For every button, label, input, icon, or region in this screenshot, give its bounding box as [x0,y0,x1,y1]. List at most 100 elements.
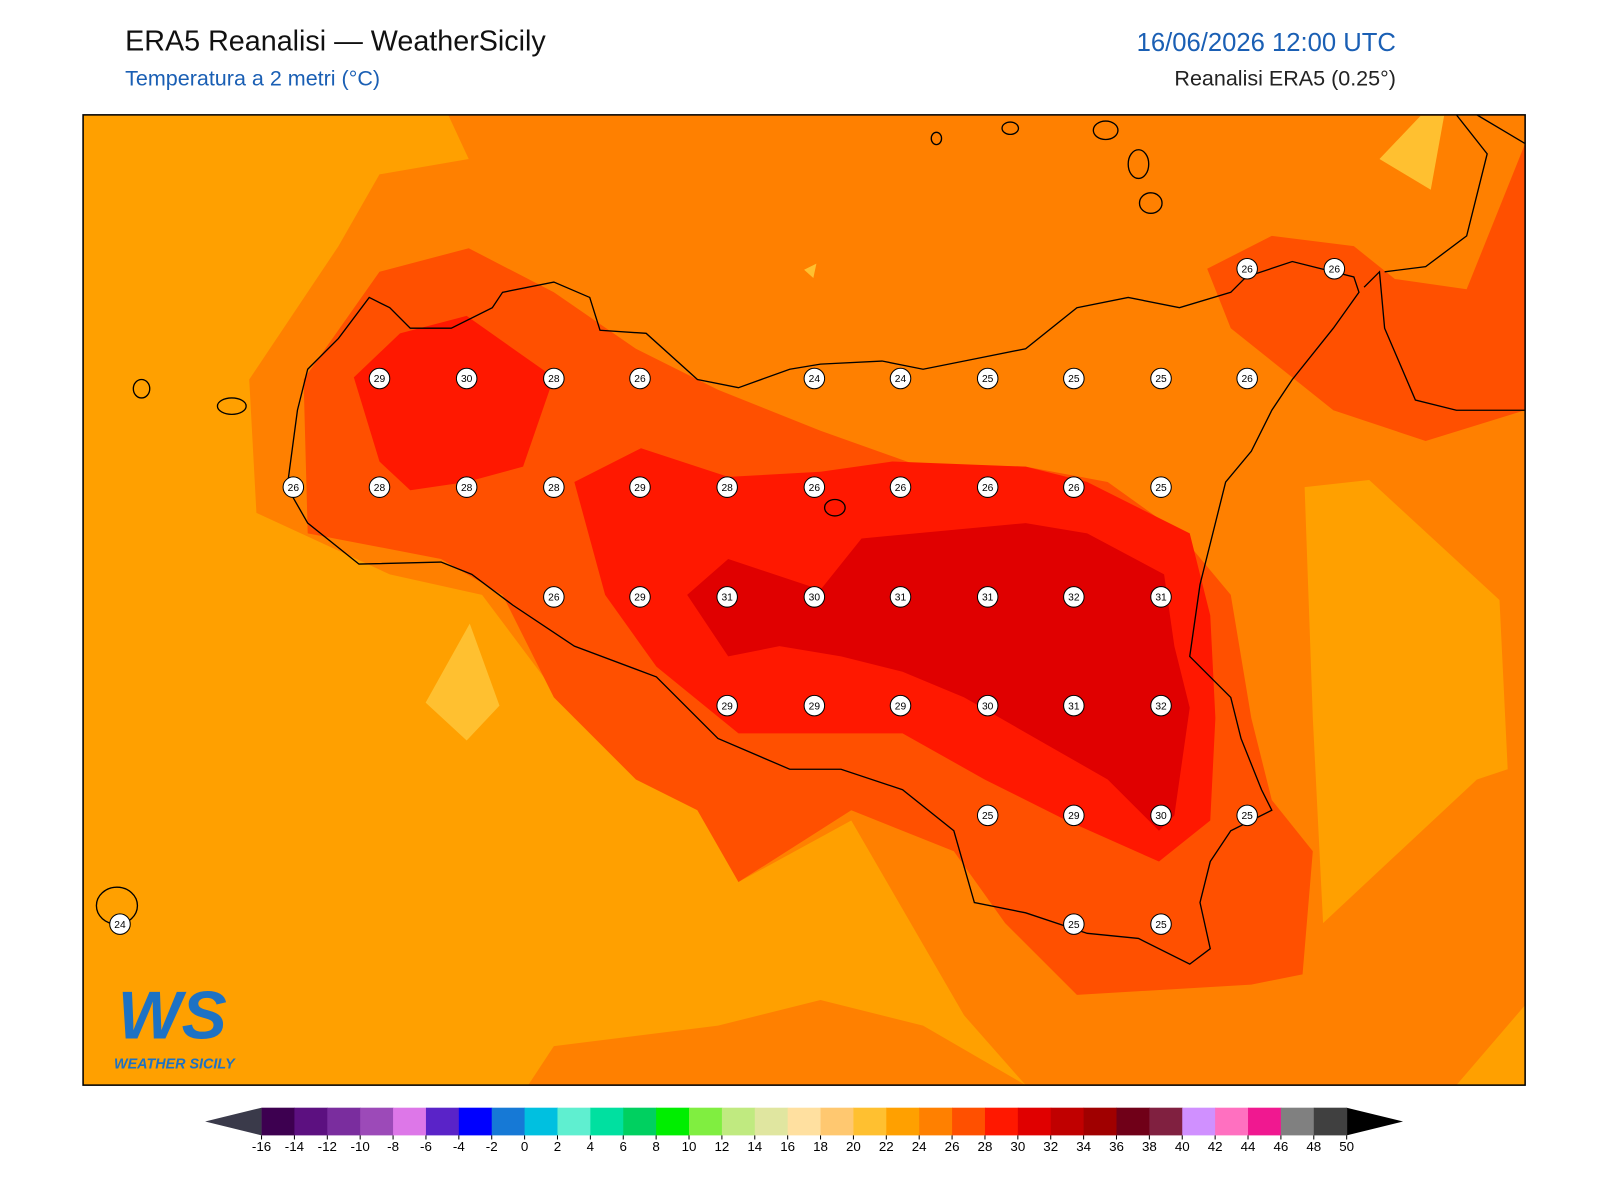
colorbar-tick-label: -14 [285,1139,305,1154]
station-value: 26 [1241,264,1253,275]
station-value: 32 [1068,593,1080,604]
stations: 26 26 29 30 28 26 24 24 25 25 25 26 26 28 28 28 29 28 26 26… [109,257,1346,935]
station-value: 30 [461,374,473,385]
colorbar-bin [623,1107,657,1136]
station-marker [803,476,826,498]
station-marker [543,476,565,498]
colorbar-bin [952,1107,986,1136]
map: 26 26 29 30 28 26 24 24 25 25 25 26 26 28 28 28 29 28 26 26… [83,114,1526,1086]
title: ERA5 Reanalisi — WeatherSicily [125,26,546,58]
colorbar-tick-label: -4 [453,1139,465,1154]
colorbar-tick-label: -2 [486,1139,498,1154]
station-value: 29 [895,701,907,712]
station-marker [1150,694,1172,717]
station-marker [1063,913,1085,935]
colorbar-tick-label: -8 [387,1139,399,1154]
colorbar-bin [984,1107,1019,1136]
station-marker [1323,257,1346,280]
colorbar-bin [1248,1107,1282,1136]
colorbar-bin [689,1107,723,1136]
colorbar-under [205,1107,262,1136]
station-value: 25 [982,374,994,385]
station-value: 29 [721,701,733,712]
field-22 [1304,480,1508,924]
station-value: 31 [721,593,733,604]
station-marker [109,913,131,935]
map-frame [82,114,1526,1086]
station-value: 25 [1068,374,1080,385]
colorbar-bin [557,1107,591,1136]
station-value: 24 [809,374,821,385]
colorbar-tick-label: 30 [1010,1139,1025,1154]
colorbar-tick-label: -16 [252,1139,271,1154]
colorbar-tick-label: 14 [747,1139,762,1154]
colorbar-tick-label: 8 [652,1139,659,1154]
station-marker [976,476,999,498]
source: Reanalisi ERA5 (0.25°) [1174,67,1395,91]
station-value: 26 [1329,264,1341,275]
station-marker [1150,476,1172,498]
colorbar-tick-label: 28 [978,1139,993,1154]
colorbar-tick-label: 4 [587,1139,595,1154]
station-marker [1063,367,1085,390]
colorbar-bin [294,1107,328,1136]
station-value: 26 [634,374,646,385]
station-value: 25 [1241,811,1253,822]
station-value: 31 [982,593,994,604]
station-value: 26 [982,483,994,494]
station-marker [455,367,478,390]
colorbar-tick-label: 48 [1306,1139,1321,1154]
station-value: 28 [548,374,560,385]
colorbar-bin [425,1107,460,1136]
colorbar-bin [524,1107,558,1136]
station-marker [803,367,826,390]
colorbar-bin [1017,1107,1052,1136]
station-marker [976,367,999,390]
colorbar-bin [1182,1107,1216,1136]
station-value: 26 [895,483,907,494]
colorbar-bin [1116,1107,1150,1136]
colorbar-tick-label: 22 [879,1139,894,1154]
colorbar-tick-label: 26 [945,1139,960,1154]
station-value: 29 [809,701,821,712]
station-value: 28 [548,483,560,494]
colorbar-tick-label: 36 [1109,1139,1124,1154]
colorbar-tick-label: 34 [1076,1139,1091,1154]
station-value: 26 [1241,374,1253,385]
colorbar-tick-label: 32 [1043,1139,1058,1154]
station-marker [1063,476,1085,498]
station-value: 28 [461,483,473,494]
station-marker [1150,367,1172,390]
station-marker [543,586,565,608]
colorbar-tick-label: 42 [1208,1139,1223,1154]
colorbar-bin [656,1107,690,1136]
station-marker [629,476,651,498]
station-marker [889,367,912,390]
station-value: 25 [1068,920,1080,931]
colorbar-tick-label: -12 [318,1139,337,1154]
station-marker [716,476,738,498]
colorbar-tick-label: 0 [521,1139,528,1154]
colorbar-tick-label: 50 [1339,1139,1354,1154]
colorbar-bin [886,1107,920,1136]
station-marker [629,586,651,608]
station-marker [889,694,912,717]
station-marker [368,476,391,498]
station-marker [803,694,826,717]
colorbar-tick-label: 38 [1142,1139,1157,1154]
colorbar-bin [458,1107,493,1136]
colorbar-bin [787,1107,822,1136]
station-marker [1236,804,1258,827]
station-value: 26 [1068,483,1080,494]
station-value: 30 [809,593,821,604]
colorbar-tick-label: 44 [1241,1139,1256,1154]
colorbar-bin [261,1107,295,1136]
station-marker [716,694,738,717]
field-26 [1207,143,1526,442]
station-marker [543,367,565,390]
station-value: 24 [114,920,126,931]
colorbar-tick-label: -6 [420,1139,432,1154]
colorbar-tick-label: 10 [682,1139,697,1154]
colorbar-tick-label: 20 [846,1139,861,1154]
